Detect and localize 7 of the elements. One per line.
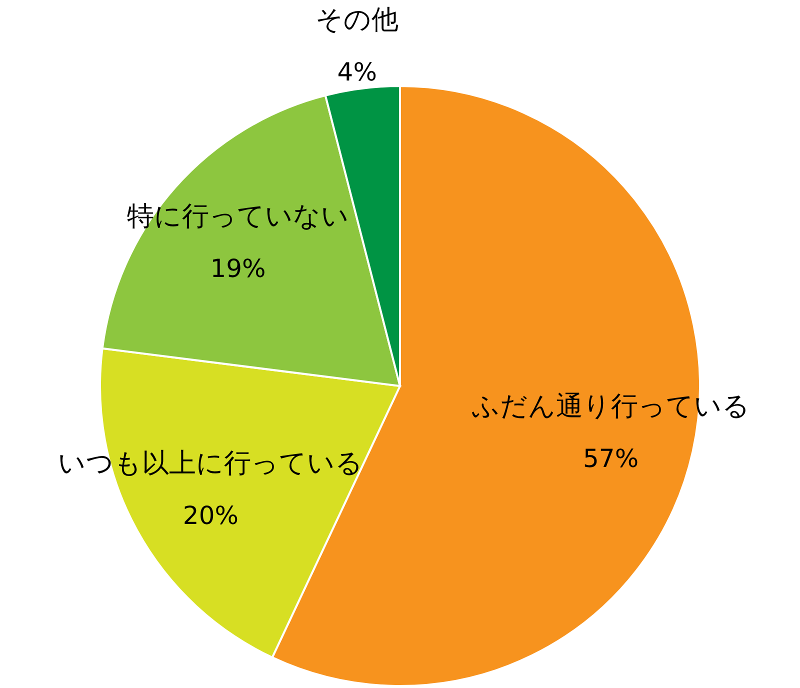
data-label: 20% <box>182 501 239 530</box>
data-label: 57% <box>583 444 639 474</box>
data-label: 4% <box>337 58 377 87</box>
slice-label: 特に行っていない <box>126 201 349 232</box>
slice-label: その他 <box>316 4 399 36</box>
slice-label: いつも以上に行っている <box>58 448 364 480</box>
data-label: 19% <box>210 254 266 284</box>
